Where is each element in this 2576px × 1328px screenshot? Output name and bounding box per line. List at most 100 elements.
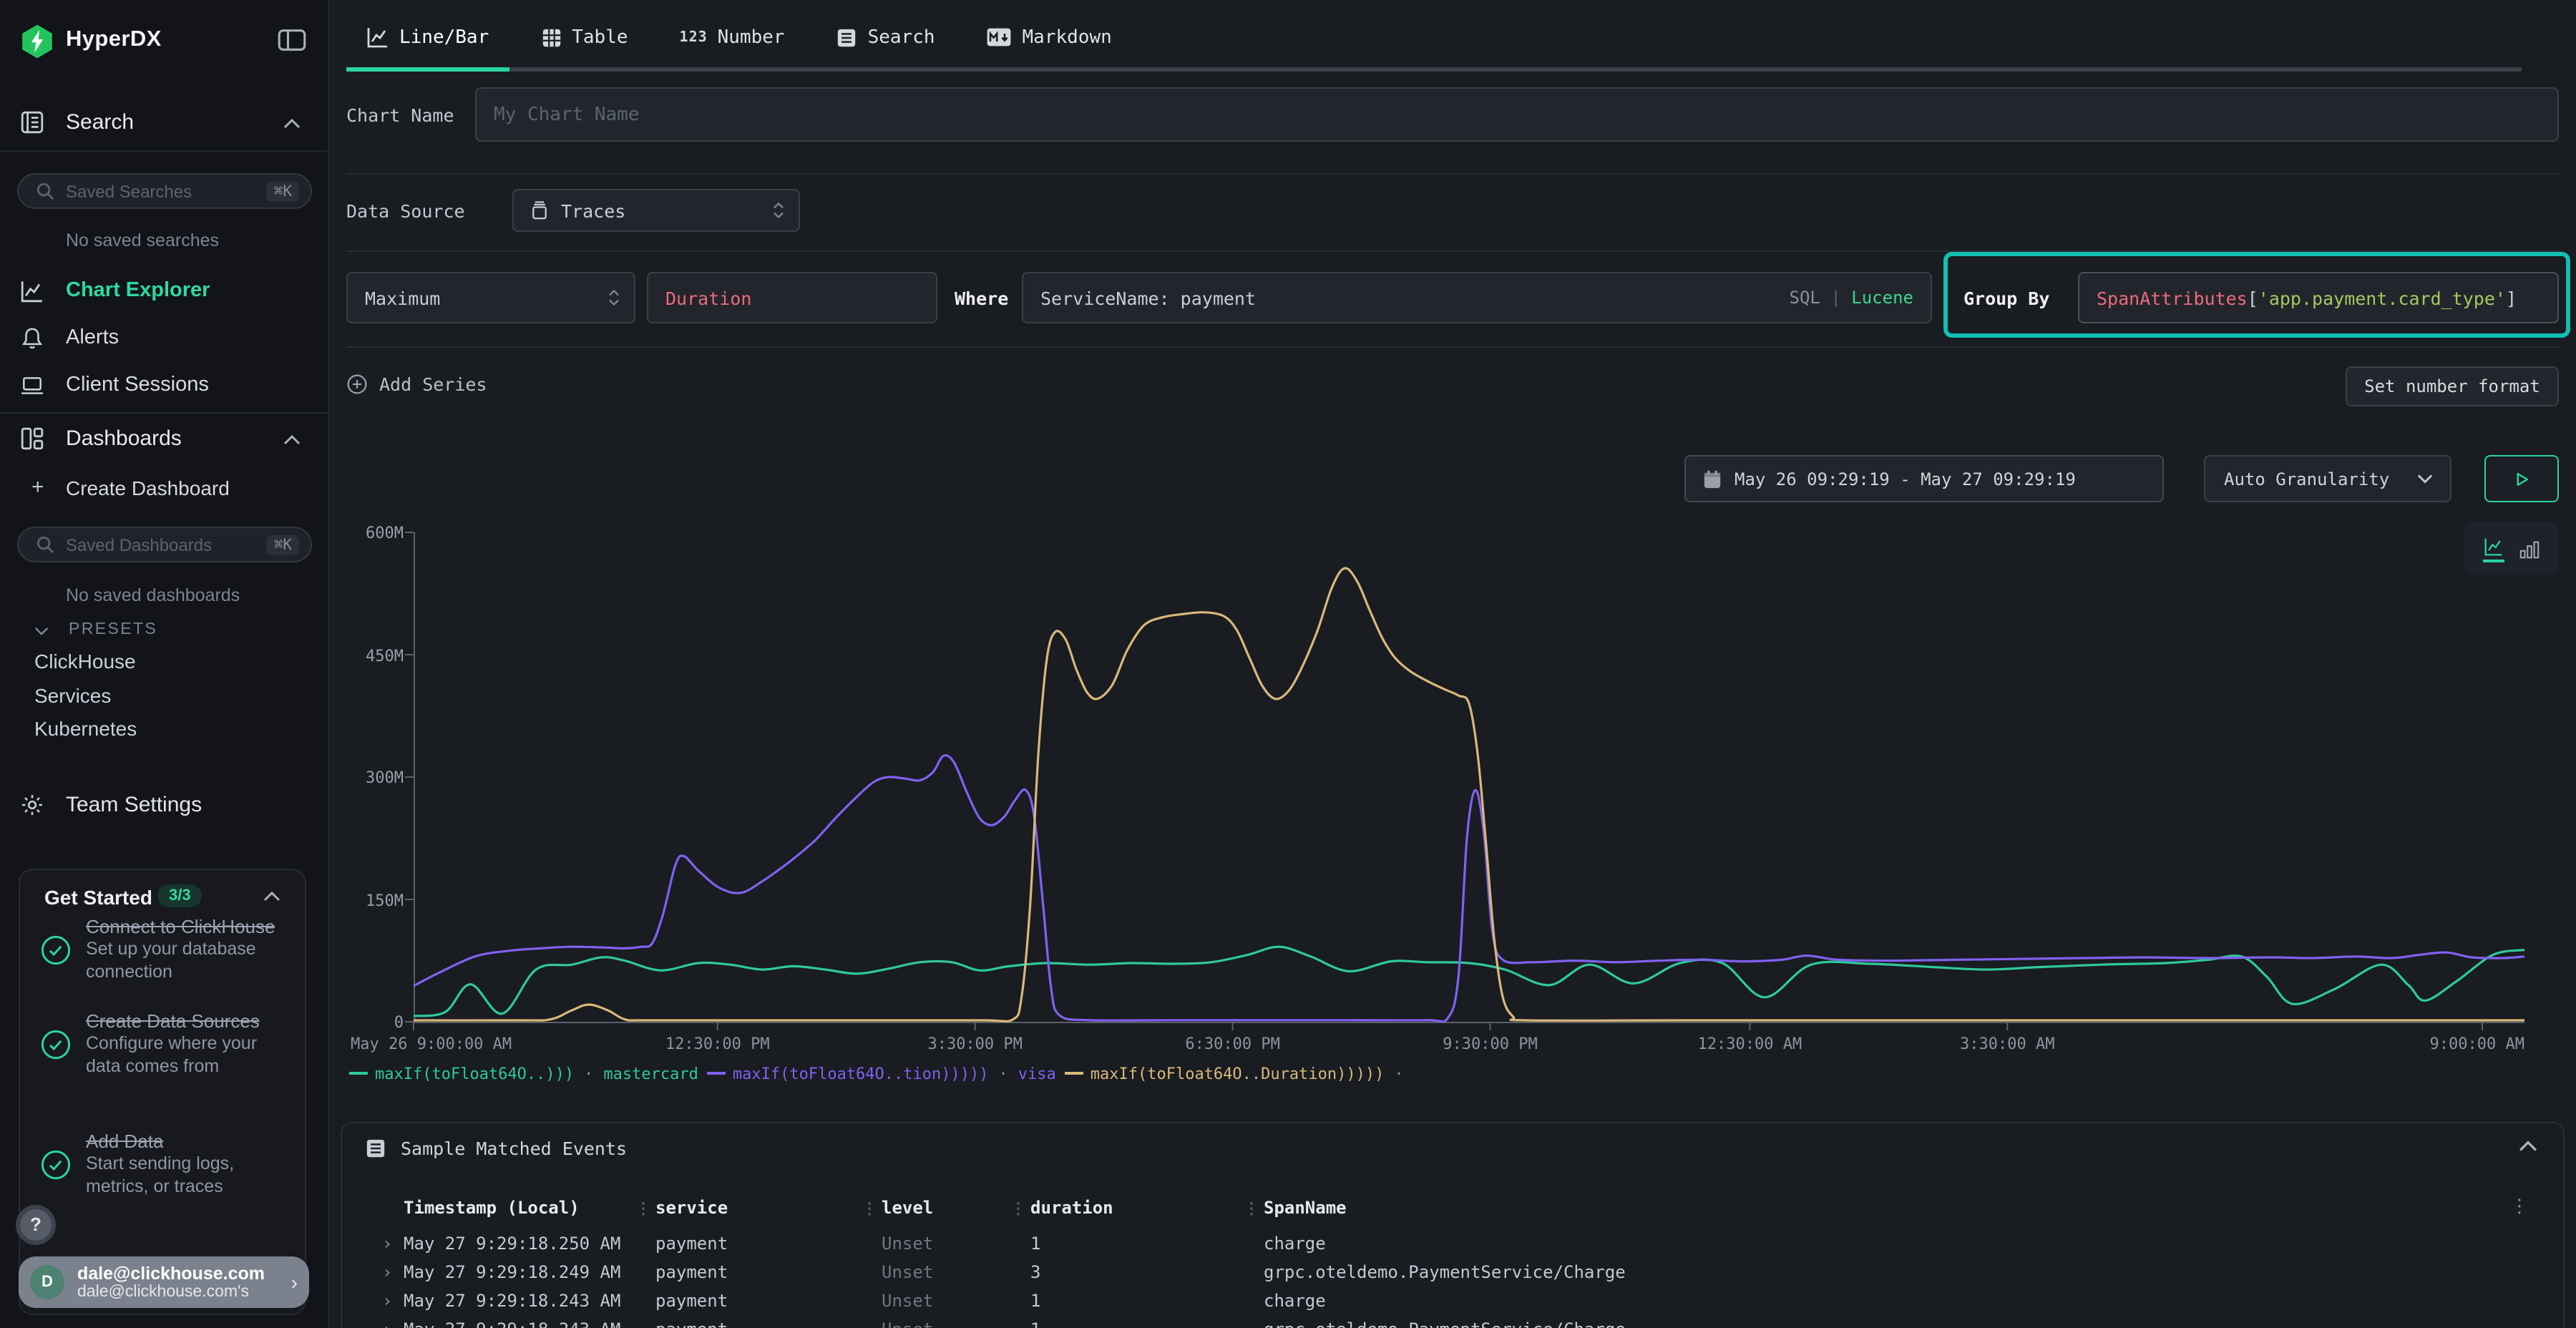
tab-number[interactable]: 123Number [660,20,805,54]
user-email: dale@clickhouse.com [77,1263,288,1283]
legend-item[interactable]: maxIf(toFloat64O..)))·mastercard [349,1065,698,1083]
cell-timestamp-local-: May 27 9:29:18.249 AM [404,1262,655,1282]
sidebar-collapse-icon[interactable] [278,29,306,52]
column-grip-icon[interactable]: ⋮ [862,1199,877,1218]
dashboards-icon [20,426,44,451]
traces-icon [530,200,550,220]
x-axis-label: 9:00:00 AM [2430,1035,2524,1053]
help-button[interactable]: ? [16,1205,56,1245]
chart-canvas[interactable] [329,515,2576,1088]
column-grip-icon[interactable]: ⋮ [635,1199,651,1218]
data-source-value: Traces [561,200,625,221]
row-expand-icon[interactable]: › [382,1319,404,1328]
tab-table[interactable]: Table [520,20,648,54]
events-kebab-icon[interactable]: ⋮ [2510,1195,2529,1218]
legend-series-name: maxIf(toFloat64O..tion))))) [733,1065,989,1083]
column-header-service[interactable]: ⋮service [655,1198,882,1218]
chevron-up-icon[interactable] [263,892,280,902]
table-row[interactable]: ›May 27 9:29:18.249 AMpaymentUnset3grpc.… [342,1258,2503,1286]
cell-timestamp-local-: May 27 9:29:18.243 AM [404,1319,655,1328]
table-row[interactable]: ›May 27 9:29:18.243 AMpaymentUnset1grpc.… [342,1315,2503,1328]
cell-spanname: charge [1264,1234,2503,1254]
legend-item[interactable]: maxIf(toFloat64O..tion)))))·visa [707,1065,1056,1083]
tab-line-bar[interactable]: Line/Bar [346,20,509,54]
chart-name-label: Chart Name [346,104,454,126]
time-range-value: May 26 09:29:19 - May 27 09:29:19 [1735,469,2076,489]
column-header-level[interactable]: ⋮level [882,1198,1030,1218]
sidebar-item-chart-explorer[interactable]: Chart Explorer [0,272,329,312]
team-settings-button[interactable]: Team Settings [0,786,329,826]
legend-item[interactable]: maxIf(toFloat64O..Duration))))) · [1065,1065,1414,1083]
presets-label: PRESETS [69,621,157,638]
row-expand-icon[interactable]: › [382,1291,404,1311]
legend-separator: · [1394,1065,1403,1083]
cell-service: payment [655,1262,882,1282]
table-row[interactable]: ›May 27 9:29:18.243 AMpaymentUnset1charg… [342,1286,2503,1315]
run-query-button[interactable] [2484,455,2559,502]
create-dashboard-button[interactable]: + Create Dashboard [0,472,329,507]
table-row[interactable]: ›May 27 9:29:18.250 AMpaymentUnset1charg… [342,1229,2503,1258]
saved-dashboards-placeholder: Saved Dashboards [66,534,267,555]
preset-item-clickhouse[interactable]: ClickHouse [34,650,292,681]
group-by-input[interactable]: SpanAttributes['app.payment.card_type'] [2078,272,2559,323]
user-subtitle: dale@clickhouse.com's [77,1283,288,1302]
preset-item-kubernetes[interactable]: Kubernetes [34,717,292,748]
plus-circle-icon [346,374,368,395]
column-grip-icon[interactable]: ⋮ [1244,1199,1259,1218]
dashboards-section-title: Dashboards [66,426,182,451]
row-expand-icon[interactable]: › [382,1262,404,1282]
presets-toggle[interactable]: PRESETS [0,618,329,647]
legend-swatch [349,1071,368,1075]
sql-mode-button[interactable]: SQL [1790,288,1820,308]
chevron-up-icon[interactable] [283,119,301,129]
tab-markdown[interactable]: Markdown [967,20,1132,54]
search-icon [36,182,54,200]
get-started-item[interactable]: Create Data SourcesConfigure where your … [40,1010,292,1078]
column-header-spanname[interactable]: ⋮SpanName [1264,1198,2503,1218]
legend-group-value: mastercard [603,1065,698,1083]
cell-spanname: charge [1264,1291,2503,1311]
tab-label: Line/Bar [399,26,489,48]
sidebar-item-client-sessions[interactable]: Client Sessions [0,366,329,406]
lucene-mode-button[interactable]: Lucene [1851,288,1913,308]
column-header-timestamp-local-[interactable]: Timestamp (Local) [404,1198,655,1218]
cell-service: payment [655,1234,882,1254]
legend-group-value: visa [1018,1065,1056,1083]
time-range-picker[interactable]: May 26 09:29:19 - May 27 09:29:19 [1684,455,2164,502]
saved-searches-input[interactable]: Saved Searches ⌘K [17,173,312,209]
granularity-select[interactable]: Auto Granularity [2204,455,2451,502]
column-grip-icon[interactable]: ⋮ [1010,1199,1026,1218]
data-source-select[interactable]: Traces [512,189,800,232]
x-axis-label: 3:30:00 PM [927,1035,1022,1053]
dashboards-section-header[interactable]: Dashboards [0,412,329,461]
get-started-badge: 3/3 [157,884,203,907]
tab-search[interactable]: Search [816,20,955,54]
saved-dashboards-input[interactable]: Saved Dashboards ⌘K [17,527,312,562]
sidebar-item-alerts[interactable]: Alerts [0,319,329,359]
user-chip[interactable]: D dale@clickhouse.com dale@clickhouse.co… [19,1256,309,1308]
preset-item-services[interactable]: Services [34,683,292,715]
cell-level: Unset [882,1319,1030,1328]
get-started-item-desc: Set up your database connection [86,939,283,983]
x-axis-label: 12:30:00 PM [665,1035,770,1053]
cell-spanname: grpc.oteldemo.PaymentService/Charge [1264,1319,2503,1328]
chevron-up-icon[interactable] [283,435,301,445]
aggregation-value: Maximum [365,287,440,308]
search-section-header[interactable]: Search [0,97,329,152]
row-expand-icon[interactable]: › [382,1234,404,1254]
list-icon [836,26,858,48]
chart-name-field[interactable] [477,104,2557,125]
sidebar-item-label: Chart Explorer [66,279,210,302]
set-number-format-button[interactable]: Set number format [2346,366,2559,406]
events-collapse-icon[interactable] [2519,1141,2537,1152]
where-input[interactable]: ServiceName: payment SQL | Lucene [1022,272,1932,323]
column-header-duration[interactable]: ⋮duration [1030,1198,1264,1218]
chart-name-input[interactable] [475,87,2559,142]
add-series-button[interactable]: Add Series [346,374,487,395]
aggregation-select[interactable]: Maximum [346,272,635,323]
get-started-item[interactable]: Add DataStart sending logs, metrics, or … [40,1131,292,1198]
legend-series-name: maxIf(toFloat64O..Duration))))) [1091,1065,1385,1083]
play-icon [2512,469,2532,489]
get-started-item[interactable]: Connect to ClickHouseSet up your databas… [40,916,292,983]
field-input[interactable]: Duration [647,272,937,323]
